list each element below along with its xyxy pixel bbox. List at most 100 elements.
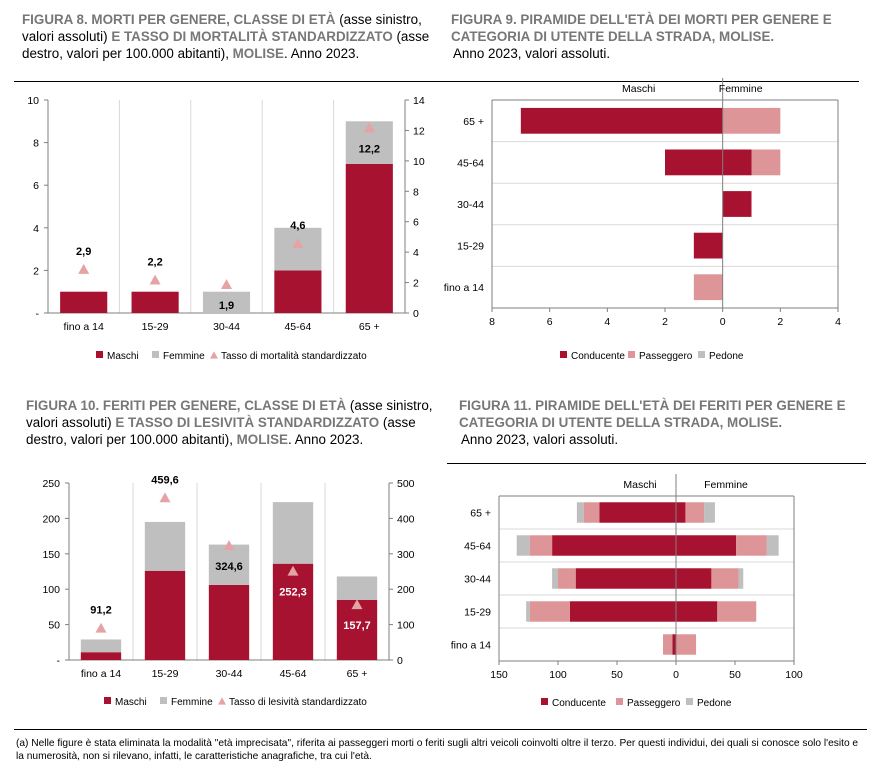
fig8-rate-marker [292, 238, 304, 248]
fig8-left-tick: 8 [33, 138, 39, 150]
fig9-x-tick: 6 [547, 316, 553, 328]
fig8-bar-maschi [274, 270, 322, 313]
fig9-side-label-maschi: Maschi [622, 83, 655, 95]
figure-8-title-region: MOLISE [232, 45, 284, 61]
fig9-category-label: fino a 14 [444, 282, 484, 294]
fig10-rate-label: 91,2 [90, 605, 111, 617]
fig11-bar-maschi-conducente [672, 634, 676, 655]
fig11-x-tick: 100 [785, 669, 803, 681]
fig11-x-tick: 100 [549, 669, 567, 681]
fig9-side-label-femmine: Femmine [719, 83, 763, 95]
fig8-rate-label: 2,2 [147, 257, 162, 269]
fig11-bar-maschi-passeggero [529, 535, 553, 556]
fig8-right-tick: 2 [413, 278, 419, 290]
fig10-bar-femmine [336, 576, 378, 600]
fig10-right-tick: 100 [397, 620, 415, 632]
fig10-rate-marker [95, 622, 107, 633]
fig11-category-label: 45-64 [464, 541, 491, 553]
fig8-right-tick: 12 [413, 125, 425, 137]
fig8-rate-label: 12,2 [359, 143, 380, 155]
fig10-rate-label: 157,7 [343, 620, 371, 632]
fig11-bar-maschi-pedone [552, 568, 558, 589]
figure-9-title: FIGURA 9. PIRAMIDE DELL'ETÀ DEI MORTI PE… [451, 12, 861, 62]
fig11-bar-femmine-passeggero [711, 568, 739, 589]
fig11-bar-femmine-pedone [738, 568, 744, 589]
fig11-x-tick: 50 [729, 669, 741, 681]
fig9-legend-label: Pedone [709, 351, 744, 362]
figure-11-subtitle: Anno 2023, valori assoluti. [461, 431, 619, 447]
figure-10-title-bold-2: E TASSO DI LESIVITÀ STANDARDIZZATO [111, 414, 380, 430]
fig8-rate-marker [78, 263, 90, 274]
fig10-rate-marker [351, 599, 363, 610]
fig10-rate-marker [159, 492, 171, 503]
fig8-rate-marker [221, 279, 232, 290]
fig10-left-tick: 150 [42, 549, 60, 561]
fig9-bar-maschi-conducente [693, 232, 723, 259]
figure-10-title: FIGURA 10. FERITI PER GENERE, CLASSE DI … [26, 398, 446, 448]
fig8-category-label: fino a 14 [64, 321, 104, 333]
fig9-x-tick: 2 [777, 316, 783, 328]
fig8-legend-swatch [152, 351, 159, 358]
fig10-bar-maschi [336, 599, 378, 660]
fig11-side-label-maschi: Maschi [623, 479, 656, 491]
fig8-rate-marker [363, 122, 375, 133]
figure-10-title-normal-2: (asse destro, valori per 100.000 abitant… [26, 414, 416, 447]
fig11-bar-femmine-passeggero [717, 601, 757, 622]
fig10-rate-label: 459,6 [151, 474, 179, 486]
fig9-x-tick: 0 [720, 316, 726, 328]
fig11-legend-label: Passeggero [627, 698, 681, 709]
figure-10-title-year: . Anno 2023. [288, 431, 364, 447]
fig11-bar-femmine-passeggero [736, 535, 767, 556]
fig10-category-label: fino a 14 [81, 668, 121, 680]
fig11-category-label: 65 + [470, 508, 491, 520]
fig10-legend-label: Maschi [115, 697, 147, 708]
fig11-legend-swatch [616, 698, 623, 705]
fig11-x-tick: 150 [490, 669, 508, 681]
figure-8-title-year: . Anno 2023. [284, 45, 360, 61]
fig9-bar-maschi-passeggero [693, 274, 723, 301]
fig10-left-tick: 200 [42, 513, 60, 525]
footnote: (a) Nelle figure è stata eliminata la mo… [16, 738, 859, 762]
fig11-bar-maschi-passeggero [663, 634, 673, 655]
fig11-bar-maschi-pedone [526, 601, 530, 622]
fig10-right-tick: 200 [397, 584, 415, 596]
fig11-x-tick: 0 [673, 669, 679, 681]
fig11-bar-femmine-conducente [676, 601, 718, 622]
fig11-bar-femmine-passeggero [685, 502, 705, 523]
figure-9-subtitle: Anno 2023, valori assoluti. [453, 45, 611, 61]
fig10-category-label: 30-44 [216, 668, 243, 680]
fig8-left-tick: 6 [33, 180, 39, 192]
fig10-right-tick: 400 [397, 513, 415, 525]
fig9-x-tick: 4 [835, 316, 841, 328]
fig11-legend-label: Conducente [552, 698, 606, 709]
fig9-bar-femmine-conducente [722, 149, 752, 176]
fig10-bar-femmine [80, 639, 122, 653]
fig9-x-tick: 8 [489, 316, 495, 328]
figure-8-title-bold: FIGURA 8. MORTI PER GENERE, CLASSE DI ET… [22, 12, 336, 27]
fig8-right-tick: 8 [413, 186, 419, 198]
fig11-bar-maschi-conducente [552, 535, 676, 556]
fig8-rate-marker [149, 274, 161, 285]
fig9-legend-label: Passeggero [639, 351, 693, 362]
fig8-legend-swatch [96, 351, 103, 358]
fig10-legend-label: Femmine [171, 697, 213, 708]
fig9-category-label: 30-44 [457, 199, 484, 211]
fig11-side-label-femmine: Femmine [704, 479, 748, 491]
fig9-bar-maschi-conducente [665, 149, 723, 176]
fig8-rate-label: 2,9 [76, 246, 91, 258]
fig8-right-tick: 6 [413, 217, 419, 229]
fig10-left-tick: - [57, 655, 61, 667]
figure-8-title-bold-2: E TASSO DI MORTALITÀ STANDARDIZZATO [107, 28, 393, 44]
fig11-bar-maschi-conducente [575, 568, 676, 589]
fig8-bar-maschi [345, 163, 393, 313]
figure-9-title-bold: FIGURA 9. PIRAMIDE DELL'ETÀ DEI MORTI PE… [451, 12, 832, 44]
fig11-bar-femmine-conducente [676, 502, 686, 523]
fig9-category-label: 45-64 [457, 157, 484, 169]
fig8-rate-label: 1,9 [219, 300, 234, 312]
fig11-x-tick: 50 [611, 669, 623, 681]
fig11-bar-maschi-passeggero [529, 601, 570, 622]
fig10-legend-label: Tasso di lesività standardizzato [229, 697, 367, 708]
fig10-bar-femmine [144, 521, 186, 571]
figure-8-title-normal-2: (asse destro, valori per 100.000 abitant… [22, 28, 430, 61]
